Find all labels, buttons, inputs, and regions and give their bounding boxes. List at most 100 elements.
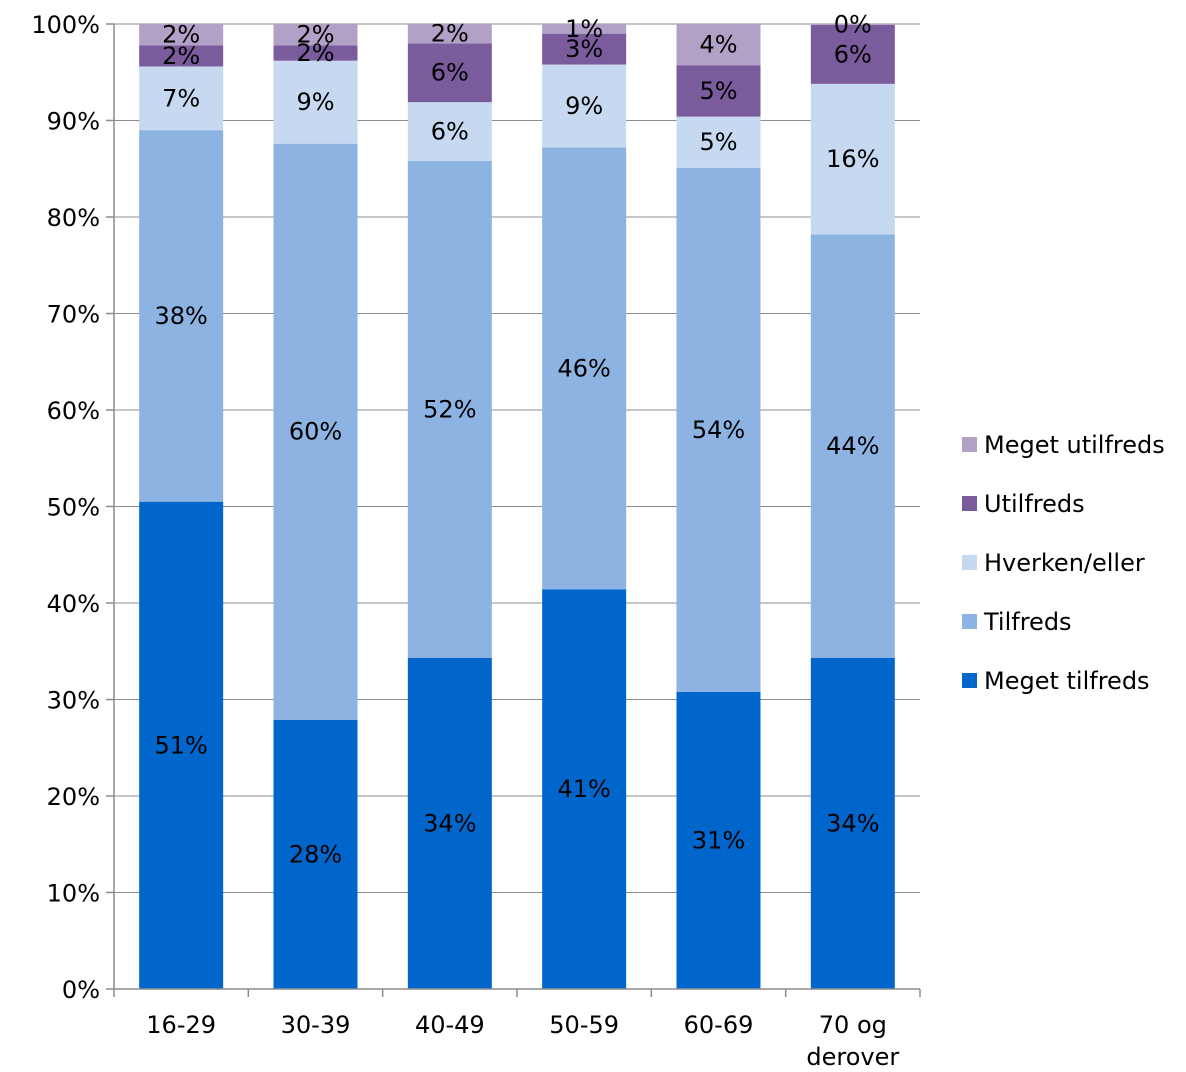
bar-segment (273, 45, 358, 61)
data-label: 2% (296, 39, 334, 67)
bar-segment (139, 501, 224, 989)
bar-segment (139, 66, 224, 131)
bars (139, 24, 895, 989)
legend-label: Hverken/eller (984, 549, 1145, 577)
data-label: 2% (162, 21, 200, 49)
bar-segment (810, 658, 895, 989)
y-tick-label: 90% (47, 108, 100, 136)
legend-label: Meget utilfreds (984, 431, 1165, 459)
data-label: 6% (431, 59, 469, 87)
bar-segment (139, 130, 224, 502)
y-tick-label: 10% (47, 880, 100, 908)
data-label: 9% (296, 88, 334, 116)
bar-segment (273, 24, 358, 46)
bar-segment (676, 65, 761, 117)
data-label: 2% (431, 20, 469, 48)
data-label: 28% (289, 840, 342, 868)
x-tick-label-line: 16-29 (146, 1011, 216, 1039)
y-tick-label: 20% (47, 783, 100, 811)
data-label: 38% (154, 302, 207, 330)
bar-segment (810, 24, 895, 84)
data-label: 5% (699, 128, 737, 156)
bar-segment (676, 167, 761, 692)
axes: 0% 10% 20% 30% 40% 50% 60% 70% 80% 90% 100% 16-29 30… (31, 11, 921, 1071)
x-tick-label-line: 30-39 (281, 1011, 351, 1039)
data-label: 6% (834, 40, 872, 68)
bar-segment (407, 24, 492, 44)
data-label: 9% (565, 92, 603, 120)
legend: Meget utilfreds Utilfreds Hverken/eller Til… (962, 431, 1165, 695)
bar-segment (407, 102, 492, 162)
bar-segment (810, 83, 895, 235)
data-label: 16% (826, 145, 879, 173)
data-label: 41% (557, 775, 610, 803)
bar-segment (676, 691, 761, 989)
legend-item: Tilfreds (962, 608, 1072, 636)
y-tick-label: 30% (47, 687, 100, 715)
legend-item: Meget utilfreds (962, 431, 1165, 459)
data-label: 1% (565, 15, 603, 43)
data-label: 34% (423, 810, 476, 838)
data-label: 2% (162, 42, 200, 70)
data-label: 51% (154, 731, 207, 759)
data-label: 52% (423, 396, 476, 424)
bar-segment (810, 234, 895, 659)
data-label: 46% (557, 355, 610, 383)
bar-segment (542, 64, 627, 148)
bar-segment (273, 719, 358, 989)
legend-swatch (962, 673, 977, 688)
x-tick-label-line: 60-69 (684, 1011, 754, 1039)
x-tick-label-line: 50-59 (549, 1011, 619, 1039)
legend-swatch (962, 496, 977, 511)
data-label: 54% (692, 416, 745, 444)
bar-segment (139, 45, 224, 67)
y-tick-label: 70% (47, 301, 100, 329)
bar-segment (810, 24, 895, 25)
y-tick-label: 100% (31, 11, 100, 39)
x-tick-label-line: derover (806, 1043, 899, 1068)
bar-segment (407, 43, 492, 103)
bar-segment (542, 147, 627, 590)
bar-segment (273, 143, 358, 720)
x-tick-label: 30-39 (281, 1011, 351, 1039)
data-label: 6% (431, 118, 469, 146)
x-tick-label: 16-29 (146, 1011, 216, 1039)
y-tick-label: 0% (62, 976, 100, 1004)
legend-label: Tilfreds (983, 608, 1072, 636)
data-label: 31% (692, 826, 745, 854)
data-label: 0% (834, 10, 872, 38)
bar-segment (542, 589, 627, 989)
x-tick-label-line: 40-49 (415, 1011, 485, 1039)
legend-swatch (962, 555, 977, 570)
bar-segment (407, 658, 492, 989)
legend-swatch (962, 614, 977, 629)
data-label: 34% (826, 810, 879, 838)
y-tick-label: 60% (47, 397, 100, 425)
legend-item: Hverken/eller (962, 549, 1145, 577)
legend-item: Meget tilfreds (962, 667, 1150, 695)
y-tick-label: 50% (47, 494, 100, 522)
bar-segment (542, 33, 627, 65)
data-label: 7% (162, 84, 200, 112)
y-tick-label: 80% (47, 204, 100, 232)
data-label: 5% (699, 77, 737, 105)
bar-segment (676, 24, 761, 66)
legend-swatch (962, 437, 977, 452)
bar-segment (139, 24, 224, 46)
data-label: 2% (296, 21, 334, 49)
data-labels: 51%38%7%2%2%28%60%9%2%2%34%52%6%6%2%41%4… (154, 10, 879, 868)
x-tick-label-line: 70 og (819, 1011, 887, 1039)
x-tick-label: 50-59 (549, 1011, 619, 1039)
y-tick-label: 40% (47, 590, 100, 618)
legend-label: Utilfreds (984, 490, 1085, 518)
data-label: 4% (699, 31, 737, 59)
bar-segment (676, 116, 761, 168)
bar-segment (273, 60, 358, 144)
data-label: 3% (565, 35, 603, 63)
x-tick-label: 40-49 (415, 1011, 485, 1039)
bar-segment (407, 161, 492, 659)
x-tick-label: 60-69 (684, 1011, 754, 1039)
legend-label: Meget tilfreds (984, 667, 1150, 695)
